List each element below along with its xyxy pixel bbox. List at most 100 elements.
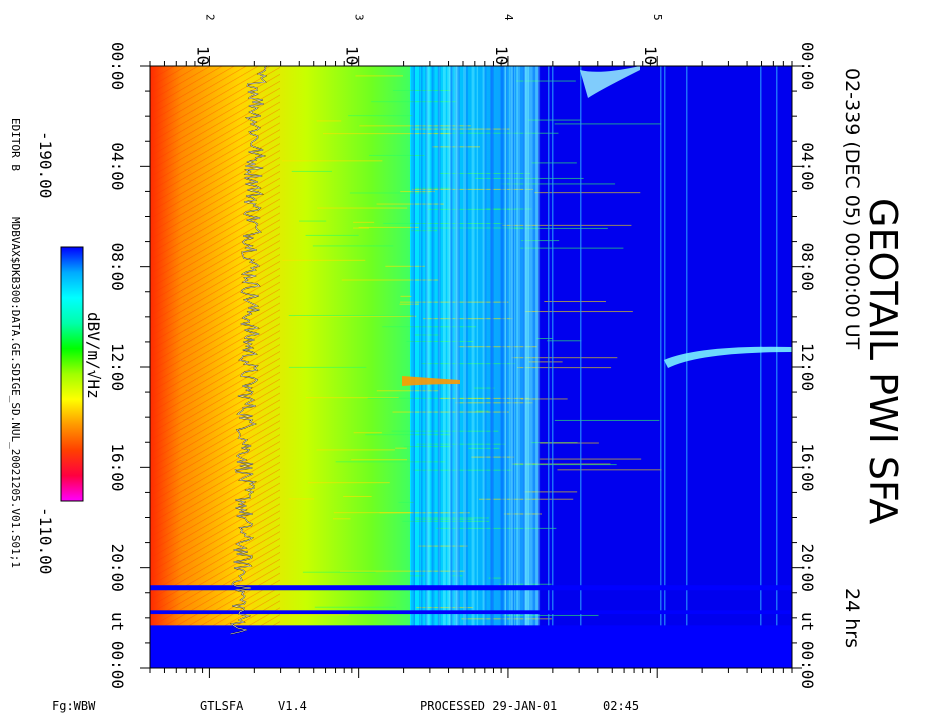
texture-band bbox=[476, 66, 479, 628]
texture-band bbox=[524, 66, 528, 628]
texture-streak bbox=[353, 221, 375, 223]
texture-streak bbox=[281, 160, 383, 162]
texture-band bbox=[456, 66, 459, 628]
texture-streak bbox=[392, 89, 451, 91]
frequency-axis: 10 2 10 3 10 4 10 5 bbox=[149, 14, 793, 678]
emission-line bbox=[686, 66, 688, 628]
texture-streak bbox=[511, 357, 618, 359]
texture-streak bbox=[316, 120, 342, 122]
texture-band bbox=[431, 66, 433, 628]
time-label-left: 00:00 bbox=[108, 42, 127, 90]
texture-band bbox=[427, 66, 430, 628]
texture-streak bbox=[295, 315, 417, 317]
texture-band bbox=[515, 66, 518, 628]
x-tick-base: 10 bbox=[641, 46, 660, 65]
texture-streak bbox=[341, 279, 439, 281]
texture-streak bbox=[305, 397, 399, 399]
texture-streak bbox=[411, 188, 533, 190]
texture-band bbox=[413, 66, 415, 628]
x-tick-label: 10 4 bbox=[492, 14, 515, 65]
data-gap-band bbox=[150, 625, 792, 668]
emission-line bbox=[548, 66, 550, 628]
colorbar-unit-label: dBV/m/√Hz bbox=[84, 312, 103, 399]
texture-streak bbox=[335, 461, 446, 463]
texture-streak bbox=[391, 430, 499, 432]
emission-line bbox=[664, 66, 666, 628]
x-tick-base: 10 bbox=[343, 46, 362, 65]
texture-band bbox=[466, 66, 469, 628]
emission-feature bbox=[402, 376, 460, 386]
texture-band bbox=[500, 66, 503, 628]
texture-streak bbox=[288, 314, 414, 316]
texture-band bbox=[508, 66, 511, 628]
texture-band bbox=[500, 66, 503, 628]
texture-streak bbox=[531, 162, 577, 164]
footer-processed: PROCESSED 29-JAN-01 bbox=[420, 699, 557, 713]
texture-streak bbox=[365, 434, 452, 436]
texture-band bbox=[530, 66, 532, 628]
texture-band bbox=[411, 66, 413, 628]
texture-streak bbox=[288, 498, 315, 500]
texture-streak bbox=[516, 80, 576, 82]
texture-streak bbox=[351, 459, 408, 461]
texture-band bbox=[523, 66, 525, 628]
texture-streak bbox=[339, 570, 466, 572]
texture-streak bbox=[528, 361, 563, 363]
texture-band bbox=[490, 66, 493, 628]
texture-band bbox=[491, 66, 494, 628]
x-tick-label: 10 3 bbox=[343, 14, 366, 65]
texture-streak bbox=[353, 432, 382, 434]
time-label-left: 08:00 bbox=[108, 243, 127, 291]
time-axis: 00:00 00:00 04:00 04:00 08:00 08:00 12:00 12:00… bbox=[108, 42, 817, 689]
texture-band bbox=[451, 66, 453, 628]
texture-band bbox=[517, 66, 519, 628]
texture-streak bbox=[302, 571, 376, 573]
time-label-right: ut 00:00 bbox=[798, 612, 817, 689]
texture-streak bbox=[400, 295, 412, 297]
texture-streak bbox=[426, 227, 525, 229]
texture-band bbox=[432, 66, 435, 628]
colorbar-max-label: -110.00 bbox=[36, 507, 55, 574]
texture-band bbox=[457, 66, 460, 628]
emission-line bbox=[552, 66, 554, 628]
texture-streak bbox=[501, 224, 632, 226]
texture-streak bbox=[547, 340, 582, 342]
texture-streak bbox=[322, 133, 453, 135]
texture-band bbox=[528, 66, 530, 628]
texture-streak bbox=[413, 469, 513, 471]
texture-streak bbox=[414, 517, 489, 519]
texture-band bbox=[536, 66, 540, 628]
texture-streak bbox=[288, 366, 367, 368]
time-label-right: 20:00 bbox=[798, 544, 817, 592]
texture-streak bbox=[395, 447, 407, 449]
texture-streak bbox=[400, 301, 509, 303]
texture-streak bbox=[367, 397, 490, 399]
texture-streak bbox=[376, 390, 439, 392]
texture-streak bbox=[288, 614, 349, 616]
time-label-left: ut 00:00 bbox=[108, 612, 127, 689]
texture-streak bbox=[511, 463, 611, 465]
texture-band bbox=[537, 66, 541, 628]
data-gap-band bbox=[150, 585, 792, 591]
texture-streak bbox=[423, 318, 513, 320]
texture-band bbox=[513, 66, 516, 628]
emission-line bbox=[660, 66, 662, 628]
texture-band bbox=[518, 66, 520, 628]
texture-streak bbox=[400, 191, 435, 193]
x-tick-base: 10 bbox=[193, 46, 212, 65]
texture-band bbox=[454, 66, 457, 628]
texture-streak bbox=[317, 207, 408, 209]
texture-streak bbox=[402, 520, 490, 522]
median-trace-highlight bbox=[230, 65, 267, 635]
texture-streak bbox=[332, 518, 351, 520]
texture-streak bbox=[392, 411, 509, 413]
emission-line bbox=[580, 66, 582, 628]
texture-band bbox=[424, 66, 428, 628]
texture-streak bbox=[409, 575, 424, 577]
texture-band bbox=[501, 66, 505, 628]
texture-streak bbox=[523, 491, 578, 493]
texture-streak bbox=[539, 458, 642, 460]
texture-band bbox=[455, 66, 458, 628]
texture-band bbox=[438, 66, 440, 628]
texture-band bbox=[437, 66, 441, 628]
